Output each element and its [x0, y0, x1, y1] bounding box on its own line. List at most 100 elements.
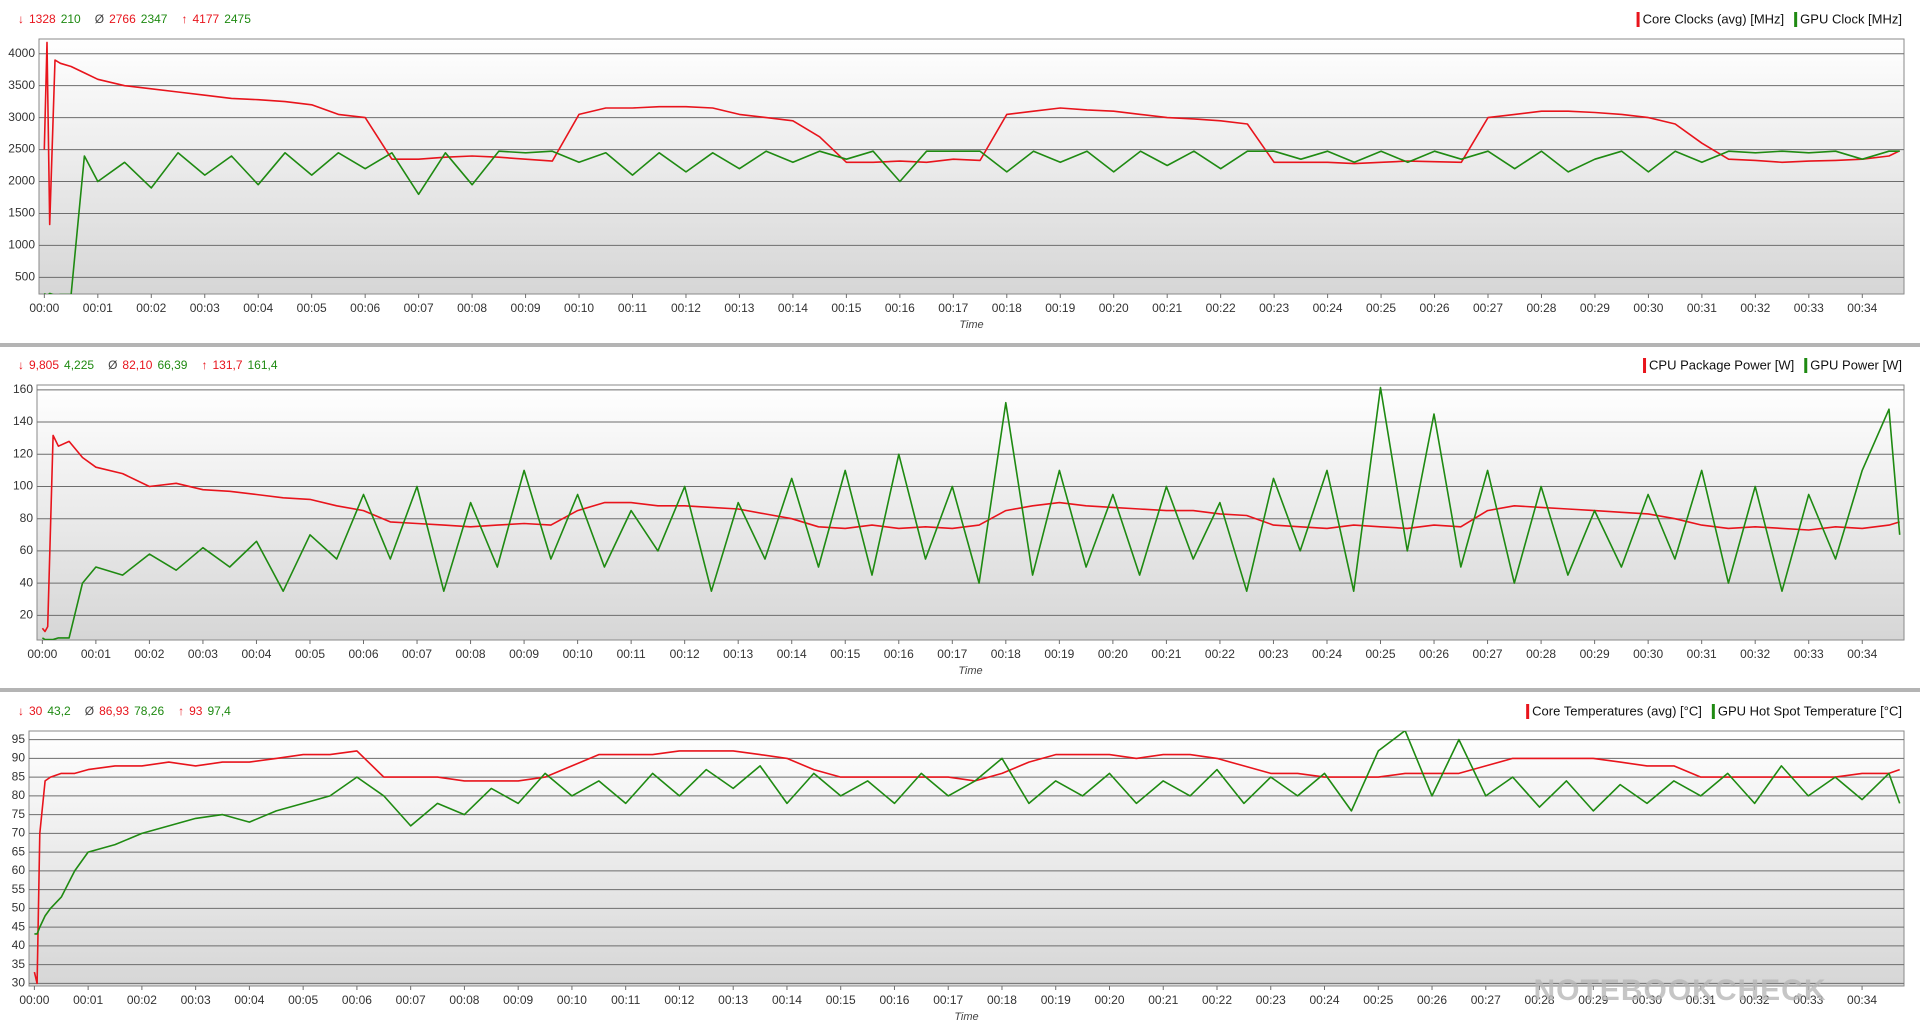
y-tick-label: 2500 [8, 142, 35, 156]
y-tick-label: 40 [20, 575, 34, 589]
watermark: NOTEBOOKCHECK [1533, 974, 1826, 1007]
x-tick-label: 00:16 [879, 993, 909, 1007]
x-tick-label: 00:22 [1206, 301, 1236, 315]
x-tick-label: 00:13 [724, 301, 754, 315]
x-tick-label: 00:19 [1041, 993, 1071, 1007]
x-tick-label: 00:22 [1205, 647, 1235, 661]
x-tick-label: 00:24 [1313, 301, 1343, 315]
x-tick-label: 00:12 [670, 647, 700, 661]
x-tick-label: 00:32 [1740, 647, 1770, 661]
x-tick-label: 00:15 [831, 301, 861, 315]
x-tick-label: 00:26 [1419, 647, 1449, 661]
x-tick-label: 00:15 [826, 993, 856, 1007]
x-tick-label: 00:06 [350, 301, 380, 315]
x-tick-label: 00:19 [1045, 301, 1075, 315]
x-tick-label: 00:29 [1580, 647, 1610, 661]
x-tick-label: 00:23 [1259, 301, 1289, 315]
x-tick-label: 00:00 [19, 993, 49, 1007]
legend-swatch [1804, 358, 1808, 373]
stat-value: 66,39 [157, 358, 187, 372]
x-tick-label: 00:00 [29, 301, 59, 315]
y-tick-label: 90 [12, 751, 26, 765]
x-tick-label: 00:21 [1151, 647, 1181, 661]
legend-label: Core Clocks (avg) [MHz] [1643, 11, 1785, 26]
stat-symbol: ↑ [201, 358, 207, 372]
x-tick-label: 00:16 [884, 647, 914, 661]
x-axis-label: Time [954, 1011, 978, 1023]
x-tick-label: 00:02 [127, 993, 157, 1007]
x-tick-label: 00:14 [778, 301, 808, 315]
y-tick-label: 95 [12, 732, 26, 746]
legend-label: GPU Clock [MHz] [1800, 11, 1902, 26]
legend-swatch [1794, 12, 1798, 27]
stat-value: 93 [189, 704, 203, 718]
stat-value: 4,225 [64, 358, 94, 372]
series-line [34, 731, 1901, 935]
x-tick-label: 00:27 [1473, 301, 1503, 315]
x-tick-label: 00:20 [1098, 647, 1128, 661]
x-tick-label: 00:10 [564, 301, 594, 315]
x-tick-label: 00:17 [937, 647, 967, 661]
series-line [43, 41, 1901, 226]
stat-symbol: Ø [85, 704, 94, 718]
x-tick-label: 00:10 [557, 993, 587, 1007]
x-tick-label: 00:21 [1148, 993, 1178, 1007]
stat-symbol: ↑ [178, 704, 184, 718]
y-tick-label: 3500 [8, 78, 35, 92]
x-tick-label: 00:18 [987, 993, 1017, 1007]
x-tick-label: 00:30 [1633, 301, 1663, 315]
x-tick-label: 00:08 [457, 301, 487, 315]
x-tick-label: 00:23 [1256, 993, 1286, 1007]
x-tick-label: 00:31 [1687, 301, 1717, 315]
legend-swatch [1636, 12, 1640, 27]
x-tick-label: 00:14 [777, 647, 807, 661]
plot-area [28, 730, 1905, 987]
x-tick-label: 00:17 [933, 993, 963, 1007]
y-tick-label: 80 [12, 788, 26, 802]
x-tick-label: 00:04 [243, 301, 273, 315]
x-tick-label: 00:27 [1471, 993, 1501, 1007]
y-tick-label: 100 [13, 479, 33, 493]
x-tick-label: 00:32 [1740, 301, 1770, 315]
x-tick-label: 00:07 [404, 301, 434, 315]
x-tick-label: 00:16 [885, 301, 915, 315]
x-tick-label: 00:09 [503, 993, 533, 1007]
y-tick-label: 1500 [8, 206, 35, 220]
x-tick-label: 00:23 [1258, 647, 1288, 661]
stat-value: 43,2 [47, 704, 71, 718]
stat-value: 78,26 [134, 704, 164, 718]
chart-panel: 30 35 40 45 50 55 60 65 70 75 80 85 90 95 00:00 00:01 00… [12, 703, 1905, 1023]
series-line [33, 750, 1900, 985]
legend-label: Core Temperatures (avg) [°C] [1532, 703, 1702, 718]
y-tick-label: 70 [12, 826, 26, 840]
stat-value: 4177 [192, 12, 219, 26]
x-tick-label: 00:11 [611, 993, 640, 1007]
stat-value: 2475 [224, 12, 251, 26]
x-tick-label: 00:05 [288, 993, 318, 1007]
stat-value: 9,805 [29, 358, 59, 372]
x-tick-label: 00:25 [1365, 647, 1395, 661]
x-tick-label: 00:05 [295, 647, 325, 661]
x-tick-label: 00:14 [772, 993, 802, 1007]
stat-symbol: ↓ [18, 12, 24, 26]
plot-area [38, 38, 1905, 295]
x-tick-label: 00:03 [181, 993, 211, 1007]
y-tick-label: 20 [20, 608, 34, 622]
stat-value: 2766 [109, 12, 136, 26]
x-tick-label: 00:08 [456, 647, 486, 661]
stat-symbol: Ø [108, 358, 117, 372]
y-tick-label: 80 [20, 511, 34, 525]
x-tick-label: 00:02 [136, 301, 166, 315]
y-tick-label: 160 [13, 382, 33, 396]
stat-symbol: ↓ [18, 704, 24, 718]
x-tick-label: 00:33 [1794, 301, 1824, 315]
x-tick-label: 00:08 [449, 993, 479, 1007]
series-line [43, 150, 1900, 294]
x-tick-label: 00:20 [1099, 301, 1129, 315]
x-tick-label: 00:04 [241, 647, 271, 661]
y-tick-label: 140 [13, 414, 33, 428]
x-tick-label: 00:26 [1417, 993, 1447, 1007]
x-tick-label: 00:05 [297, 301, 327, 315]
x-tick-label: 00:28 [1526, 647, 1556, 661]
plot-area [36, 384, 1905, 641]
